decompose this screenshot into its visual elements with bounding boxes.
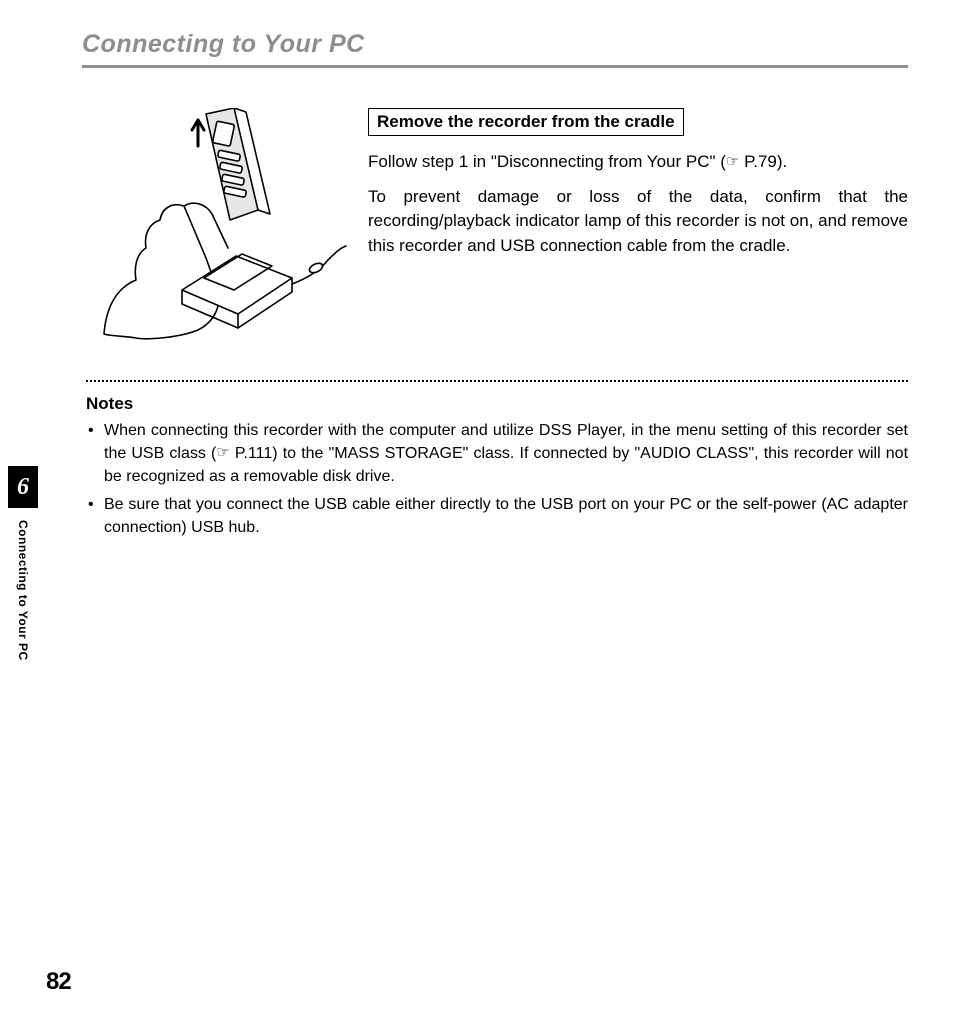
para1-text-b: ).: [777, 152, 787, 171]
top-section: Remove the recorder from the cradle Foll…: [86, 108, 908, 340]
note-item: Be sure that you connect the USB cable e…: [86, 494, 908, 539]
paragraph-1: Follow step 1 in "Disconnecting from You…: [368, 150, 908, 175]
title-rule: [82, 65, 908, 68]
notes-heading: Notes: [86, 394, 908, 414]
manual-page: Connecting to Your PC: [0, 0, 954, 1022]
page-title: Connecting to Your PC: [82, 30, 908, 59]
note-item: When connecting this recorder with the c…: [86, 420, 908, 488]
notes-list: When connecting this recorder with the c…: [86, 420, 908, 539]
chapter-number: 6: [17, 474, 29, 501]
pointer-icon: ☞: [216, 444, 229, 461]
chapter-tab: 6: [8, 466, 38, 508]
boxed-heading: Remove the recorder from the cradle: [368, 108, 684, 136]
para1-ref: P.79: [744, 152, 777, 171]
note-ref: P.111: [235, 445, 272, 462]
cradle-removal-illustration: [86, 108, 348, 340]
page-number: 82: [46, 968, 71, 996]
paragraph-2: To prevent damage or loss of the data, c…: [368, 185, 908, 259]
para1-text-a: Follow step 1 in "Disconnecting from You…: [368, 152, 726, 171]
side-chapter-label: Connecting to Your PC: [16, 520, 30, 661]
section-text: Remove the recorder from the cradle Foll…: [368, 108, 908, 259]
dotted-separator: [86, 380, 908, 382]
pointer-icon: ☞: [726, 153, 739, 170]
note-text-a: Be sure that you connect the USB cable e…: [104, 496, 908, 535]
